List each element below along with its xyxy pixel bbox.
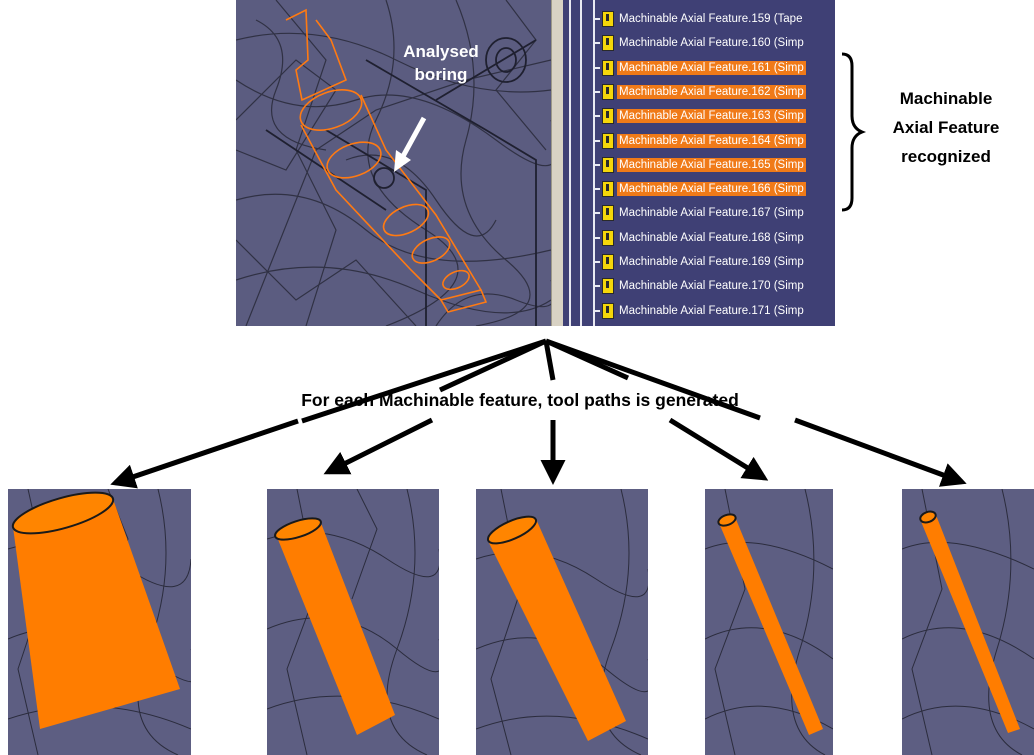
arrow-to-toolpath-2 [323, 417, 434, 475]
tree-item[interactable]: Machinable Axial Feature.161 (Simp [593, 57, 806, 79]
toolpath-render [705, 489, 833, 755]
arrow-heads [110, 417, 967, 489]
tree-item-label: Machinable Axial Feature.163 (Simp [617, 109, 806, 124]
tree-item[interactable]: Machinable Axial Feature.170 (Simp [593, 275, 806, 297]
toolpath-panel-1 [8, 489, 191, 755]
toolpath-panel-2 [267, 489, 439, 755]
tree-connector [593, 115, 600, 118]
machinable-feature-icon [602, 254, 614, 270]
recognized-label-line1: Machinable [899, 89, 993, 108]
machinable-feature-icon [602, 59, 614, 76]
tree-item[interactable]: Machinable Axial Feature.159 (Tape [593, 8, 804, 30]
tree-item-label: Machinable Axial Feature.160 (Simp [619, 37, 804, 50]
arrow-to-toolpath-1 [110, 418, 299, 489]
tree-item-label: Machinable Axial Feature.166 (Simp [617, 182, 806, 197]
tree-guide-line [569, 0, 571, 326]
arrow-to-toolpath-4 [668, 417, 769, 481]
machinable-feature-icon [602, 108, 614, 125]
tree-connector [593, 139, 600, 142]
tree-connector [593, 188, 600, 191]
cad-3d-viewport[interactable] [236, 0, 551, 326]
tree-item[interactable]: Machinable Axial Feature.168 (Simp [593, 227, 806, 249]
tree-item[interactable]: Machinable Axial Feature.167 (Simp [593, 202, 806, 224]
tree-guide-line [580, 0, 582, 326]
analysed-label-line1: Analysed [403, 42, 479, 61]
analysed-label-line2: boring [414, 65, 468, 84]
toolpath-panel-5 [902, 489, 1034, 755]
machinable-feature-icon [602, 156, 614, 173]
recognized-label-line2: Axial Feature [892, 118, 1000, 137]
tree-item[interactable]: Machinable Axial Feature.169 (Simp [593, 251, 806, 273]
tree-item-label: Machinable Axial Feature.170 (Simp [619, 280, 804, 293]
machinable-feature-icon [602, 278, 614, 295]
tree-item-label: Machinable Axial Feature.167 (Simp [619, 207, 804, 220]
recognized-label-line3: recognized [901, 147, 991, 166]
caption: For each Machinable feature, tool paths … [301, 390, 739, 410]
tree-connector [593, 42, 600, 45]
arrow-to-toolpath-5 [794, 417, 967, 487]
toolpath-render [476, 489, 648, 755]
machinable-feature-icon [602, 181, 614, 198]
tree-item[interactable]: Machinable Axial Feature.165 (Simp [593, 154, 806, 176]
machinable-feature-icon [602, 11, 614, 27]
tree-connector [593, 261, 600, 263]
tree-item-label: Machinable Axial Feature.161 (Simp [617, 60, 806, 75]
machinable-feature-icon [602, 229, 614, 246]
toolpath-panel-3 [476, 489, 648, 755]
tree-item[interactable]: Machinable Axial Feature.162 (Simp [593, 81, 806, 103]
cad-screenshot: Machinable Axial Feature.159 (Tape Machin… [236, 0, 835, 326]
curly-brace [841, 52, 867, 212]
machinable-feature-icon [602, 205, 614, 222]
tree-connector [593, 309, 600, 312]
part-wireframe [236, 0, 551, 326]
machinable-feature-icon [602, 35, 614, 52]
tree-connector [593, 18, 600, 20]
tree-connector [593, 212, 600, 215]
machinable-feature-icon [602, 132, 614, 149]
tree-item[interactable]: Machinable Axial Feature.160 (Simp [593, 32, 806, 54]
tree-connector [593, 66, 600, 69]
tree-item-label: Machinable Axial Feature.162 (Simp [617, 84, 806, 99]
tree-item-label: Machinable Axial Feature.165 (Simp [617, 157, 806, 172]
tree-item-label: Machinable Axial Feature.169 (Simp [619, 256, 804, 268]
toolpath-render [267, 489, 439, 755]
machinable-feature-icon [602, 83, 614, 100]
toolpath-render [8, 489, 191, 755]
tree-guide-line [593, 0, 595, 326]
tree-item[interactable]: Machinable Axial Feature.164 (Simp [593, 130, 806, 152]
recognized-features-label: Machinable Axial Feature recognized [866, 84, 1026, 171]
tree-item-label: Machinable Axial Feature.159 (Tape [619, 13, 803, 25]
analysed-boring-label: Analysed boring [386, 40, 496, 86]
tree-item[interactable]: Machinable Axial Feature.171 (Simp [593, 300, 806, 322]
tree-connector [593, 163, 600, 166]
tree-item[interactable]: Machinable Axial Feature.166 (Simp [593, 178, 806, 200]
machinable-feature-icon [602, 302, 614, 319]
tree-connector [593, 90, 600, 93]
tree-item-label: Machinable Axial Feature.164 (Simp [617, 133, 806, 148]
toolpath-panel-4 [705, 489, 833, 755]
tree-item[interactable]: Machinable Axial Feature.163 (Simp [593, 105, 806, 127]
tree-connector [593, 285, 600, 288]
tree-item-label: Machinable Axial Feature.168 (Simp [619, 231, 804, 244]
feature-tree-panel: Machinable Axial Feature.159 (Tape Machin… [563, 0, 835, 326]
toolpath-render [902, 489, 1034, 755]
tree-connector [593, 236, 600, 239]
tree-item-label: Machinable Axial Feature.171 (Simp [619, 304, 804, 317]
